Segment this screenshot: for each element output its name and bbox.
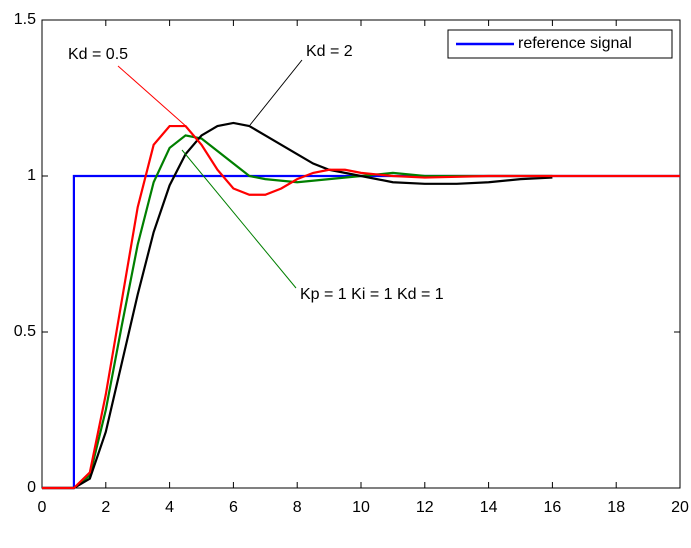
annotation: Kd = 0.5 (68, 46, 128, 63)
page: {"chart_data": {"type": "line", "xlim": … (0, 0, 691, 548)
y-tick-label: 1.5 (14, 11, 36, 28)
x-tick-label: 2 (101, 499, 110, 516)
legend-label: reference signal (518, 35, 632, 52)
x-tick-label: 18 (607, 499, 625, 516)
x-tick-label: 8 (293, 499, 302, 516)
x-tick-label: 16 (544, 499, 562, 516)
x-tick-label: 0 (38, 499, 47, 516)
x-tick-label: 14 (480, 499, 498, 516)
x-tick-label: 10 (352, 499, 370, 516)
y-tick-label: 0 (27, 479, 36, 496)
chart: 0 2 4 6 8 10 12 14 16 18 20 0 0.5 1 1.5 Kd = 0.5 Kd = 2 K… (0, 0, 691, 548)
x-tick-label: 4 (165, 499, 174, 516)
y-tick-label: 0.5 (14, 323, 36, 340)
plot-area (42, 20, 680, 488)
x-tick-label: 6 (229, 499, 238, 516)
annotation: Kd = 2 (306, 43, 353, 60)
y-tick-label: 1 (27, 167, 36, 184)
annotation: Kp = 1 Ki = 1 Kd = 1 (300, 286, 444, 303)
x-tick-label: 20 (671, 499, 689, 516)
x-tick-label: 12 (416, 499, 434, 516)
